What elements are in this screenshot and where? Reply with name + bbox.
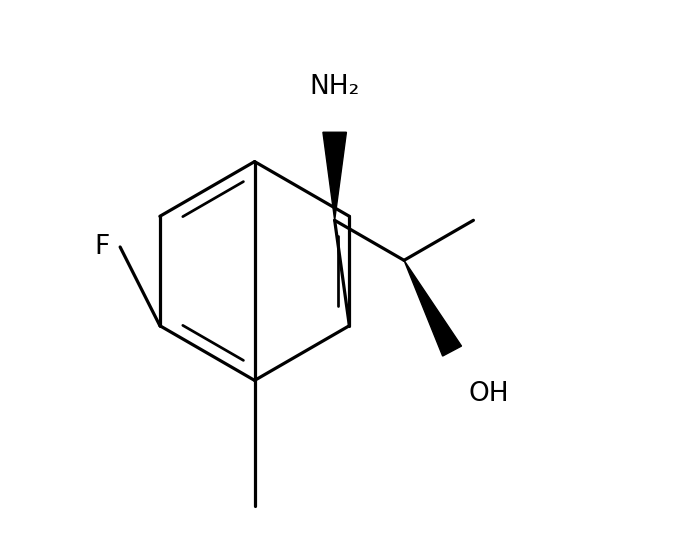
- Polygon shape: [404, 260, 462, 356]
- Text: NH₂: NH₂: [309, 74, 360, 100]
- Text: OH: OH: [468, 380, 509, 406]
- Polygon shape: [323, 132, 346, 220]
- Text: F: F: [95, 234, 109, 260]
